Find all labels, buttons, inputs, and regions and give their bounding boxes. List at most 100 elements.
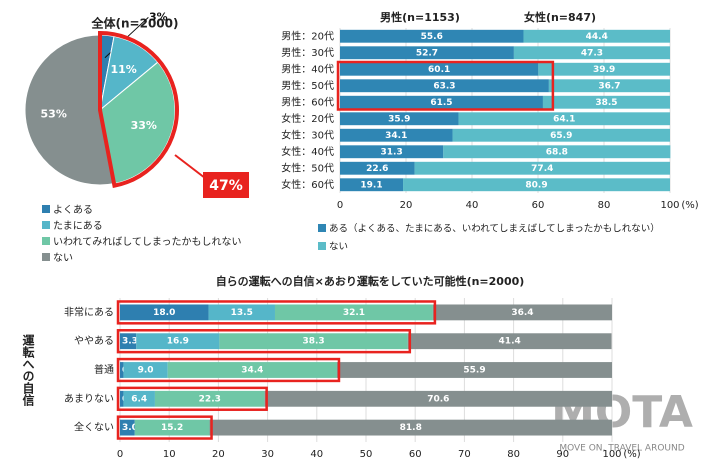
bar-value-label: 15.2	[161, 423, 183, 433]
highlight-box	[116, 415, 213, 440]
bar-segment	[120, 419, 135, 436]
x-tick-label: 100	[602, 449, 621, 460]
bar-value-label: 35.9	[388, 114, 410, 124]
highlight-box	[116, 329, 412, 354]
bar-segment	[548, 79, 670, 93]
bar-segment	[340, 29, 524, 43]
bar-value-label: 22.3	[199, 394, 221, 404]
y-tick-label: あまりない	[64, 393, 114, 405]
bar-segment	[120, 333, 137, 350]
bar-segment	[120, 362, 124, 378]
bar-segment	[274, 304, 433, 321]
legend-label: よくある	[53, 204, 93, 216]
chart-title: 全体(n=2000)	[91, 16, 179, 31]
bar-value-label: 68.8	[546, 147, 568, 157]
bar-value-label: 77.4	[531, 164, 553, 174]
bar-segment	[340, 95, 543, 109]
bar-value-label: 18.0	[153, 308, 175, 318]
y-tick-label: 男性：50代	[281, 79, 334, 92]
bar-value-label: 3.0	[122, 423, 138, 433]
bar-segment	[123, 362, 168, 378]
bar-segment	[264, 390, 612, 407]
bar-value-label: 39.9	[593, 65, 615, 75]
bar-segment	[209, 419, 612, 436]
x-tick-label: 80	[598, 200, 611, 211]
pie-label: 33%	[131, 119, 157, 132]
bar-value-label: 63.3	[433, 81, 455, 91]
legend-label: ない	[53, 252, 73, 264]
bar-value-label: 41.4	[499, 337, 521, 347]
x-tick-label: 60	[532, 200, 545, 211]
bar-value-label: 70.6	[427, 394, 449, 404]
bar-segment	[414, 161, 670, 175]
x-tick-label: 10	[163, 449, 176, 460]
bar-segment	[167, 362, 337, 378]
y-tick-label: 普通	[94, 363, 114, 376]
bar-value-label: 34.4	[241, 366, 263, 376]
bar-value-label: 19.1	[360, 180, 382, 190]
bar-value-label: 6.4	[131, 394, 147, 404]
bar-value-label: 36.7	[598, 81, 620, 91]
bar-value-label: 31.3	[381, 147, 403, 157]
bar-segment	[443, 145, 671, 159]
y-tick-label: 男性：40代	[281, 62, 334, 75]
callout-box	[203, 172, 249, 198]
bar-value-label: 60.1	[428, 65, 450, 75]
bar-value-label: 44.4	[586, 32, 608, 42]
bar-segment	[120, 390, 124, 407]
legend-label: たまにある	[53, 220, 103, 232]
bar-segment	[407, 333, 612, 350]
y-tick-label: 女性：30代	[281, 128, 334, 141]
y-tick-label: 女性：20代	[281, 112, 334, 125]
bar-value-label: 38.3	[302, 337, 324, 347]
bar-segment	[340, 145, 444, 159]
bar-segment	[458, 112, 670, 126]
bar-segment	[120, 304, 209, 321]
x-tick-label: 0	[337, 200, 343, 211]
callout-label: 47%	[209, 178, 243, 194]
x-tick-label: 90	[556, 449, 569, 460]
callout-line	[174, 154, 206, 179]
x-tick-label: 20	[212, 449, 225, 460]
bar-segment	[340, 62, 539, 76]
x-tick-label: 80	[507, 449, 520, 460]
y-tick-label: 男性：60代	[281, 95, 334, 108]
bar-segment	[538, 62, 670, 76]
highlight-box	[116, 300, 437, 325]
pie-label: 11%	[110, 63, 136, 76]
x-tick-label: 40	[466, 200, 479, 211]
y-tick-label: 非常にある	[64, 305, 114, 318]
legend-swatch	[42, 253, 50, 261]
x-tick-label: 60	[409, 449, 422, 460]
y-tick-label: 女性：40代	[281, 145, 334, 158]
bar-segment	[134, 419, 210, 436]
bar-value-label: 36.4	[511, 308, 533, 318]
y-tick-label: 全くない	[74, 421, 114, 434]
y-tick-label: 男性：30代	[281, 46, 334, 59]
pie-label: 53%	[41, 107, 67, 120]
bar-value-label: 38.5	[595, 98, 617, 108]
bar-segment	[340, 79, 549, 93]
logo-tagline: MOVE ON, TRAVEL AROUND	[559, 444, 684, 454]
bar-value-label: 55.9	[463, 366, 485, 376]
highlight-outline	[98, 30, 179, 188]
bar-value-label: 13.5	[231, 308, 253, 318]
highlight-box	[336, 60, 555, 111]
bar-segment	[542, 95, 670, 109]
legend-swatch	[318, 224, 326, 232]
highlight-box	[116, 386, 268, 411]
x-tick-label: 50	[360, 449, 373, 460]
pie-label: 3%	[149, 10, 168, 23]
bar-value-label: 64.1	[553, 114, 575, 124]
bar-segment	[432, 304, 612, 321]
legend-swatch	[42, 221, 50, 229]
header-label: 男性(n=1153)	[380, 10, 460, 24]
bar-segment	[523, 29, 670, 43]
bar-value-label: 81.8	[400, 423, 422, 433]
bar-value-label: 61.5	[430, 98, 452, 108]
bar-segment	[340, 112, 459, 126]
bar-segment	[154, 390, 265, 407]
bar-segment	[340, 178, 404, 192]
y-tick-label: 男性：20代	[281, 29, 334, 42]
bar-value-label: 52.7	[416, 48, 438, 58]
